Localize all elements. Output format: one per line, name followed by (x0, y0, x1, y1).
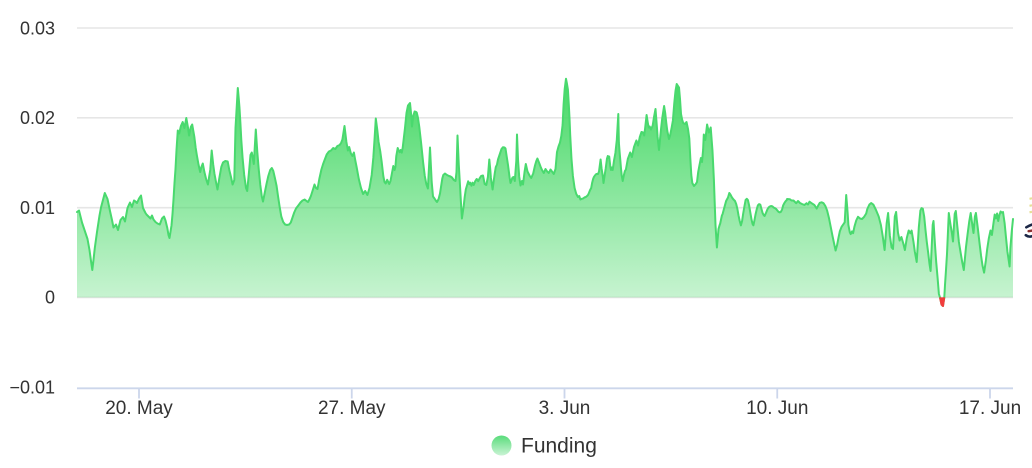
svg-text:0.03: 0.03 (20, 18, 55, 38)
svg-text:0: 0 (45, 288, 55, 308)
svg-text:27. May: 27. May (318, 398, 386, 419)
svg-text:0.02: 0.02 (20, 108, 55, 128)
svg-text:20. May: 20. May (105, 398, 173, 419)
svg-text:Funding: Funding (521, 435, 597, 458)
svg-text:0.01: 0.01 (20, 198, 55, 218)
svg-text:10. Jun: 10. Jun (746, 398, 808, 419)
svg-text:17. Jun: 17. Jun (959, 398, 1021, 419)
svg-text:−0.01: −0.01 (9, 377, 55, 397)
svg-text:3. Jun: 3. Jun (539, 398, 591, 419)
